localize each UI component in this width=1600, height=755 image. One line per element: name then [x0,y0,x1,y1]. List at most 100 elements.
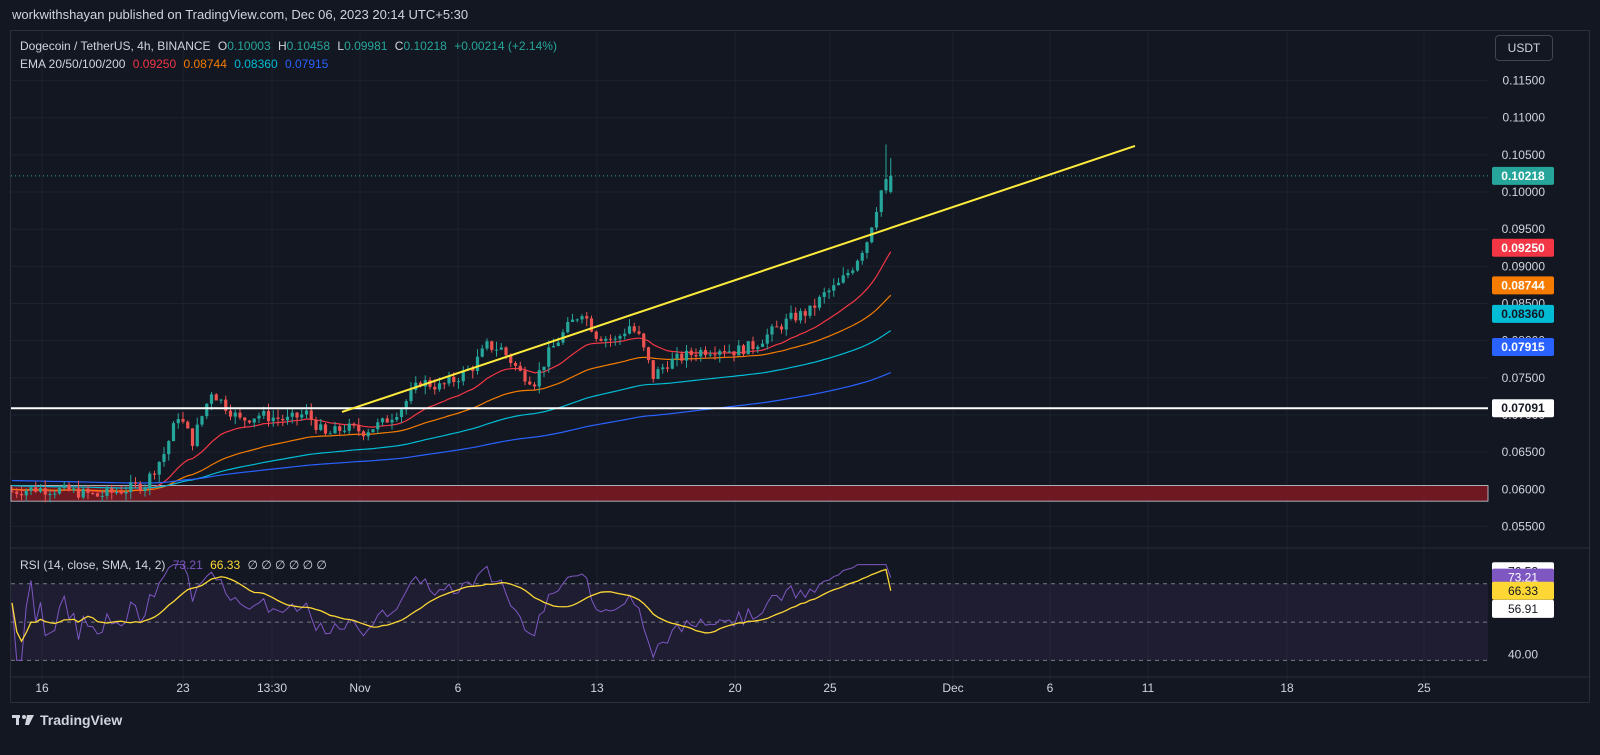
candle-body [157,461,161,475]
candle-body [319,424,323,430]
candle-body [784,318,788,330]
price-badge-label: 0.10218 [1501,169,1545,183]
candle-body [471,368,475,371]
candle-body [385,418,389,423]
candle-body [338,426,342,431]
candle-body [152,473,157,475]
rsi-legend: RSI (14, close, SMA, 14, 2) 73.21 66.33 … [20,558,331,572]
candle-body [314,419,318,430]
candle-body [889,175,893,192]
currency-button[interactable]: USDT [1495,35,1553,61]
candle-body [822,292,826,297]
candle-body [281,418,285,421]
candle-body [789,312,793,319]
candle-body [409,389,413,402]
candle-body [661,367,665,370]
candle-body [566,321,570,333]
price-badge-label: 0.07091 [1501,401,1545,415]
candle-body [518,365,522,371]
time-tick-label: 6 [1047,681,1054,695]
candle-body [779,326,784,330]
price-tick-label: 0.05500 [1502,519,1546,533]
candle-body [105,488,109,496]
price-tick-label: 0.11500 [1503,74,1546,88]
candle-body [86,488,90,493]
candle-body [376,422,380,430]
candle-body [765,334,769,344]
price-badge-label: 0.07915 [1501,340,1545,354]
candle-body [832,285,836,291]
price-badge [1492,238,1554,257]
candle-body [433,386,437,390]
price-badge-label: 0.09250 [1501,241,1545,255]
candle-body [737,345,741,356]
candle-body [775,326,779,328]
candle-body [238,412,242,418]
candle-body [504,347,508,356]
price-tick-label: 0.06500 [1502,445,1546,459]
candle-body [879,190,883,212]
candle-body [233,412,237,417]
rsi-sma-value: 66.33 [210,558,241,572]
candle-body [456,381,461,383]
candle-body [703,349,708,356]
candle-body [48,493,52,495]
candle-body [72,488,76,491]
candle-body [162,454,166,462]
price-tick-label: 0.09000 [1502,259,1546,273]
candle-body [347,423,351,431]
candle-body [722,351,727,353]
candle-body [608,338,613,340]
candle-body [395,417,399,420]
candle-body [357,425,361,432]
candle-body [67,484,71,491]
candle-body [342,430,347,432]
candle-body [285,416,290,421]
candle-body [171,423,176,442]
rsi-badge [1492,581,1554,600]
candle-body [585,316,589,319]
candle-body [366,432,370,437]
publisher-header: workwithshayan published on TradingView.… [0,0,1600,30]
candle-body [228,410,233,417]
candle-body [257,415,261,419]
candle-body [689,350,693,356]
candle-body [10,491,14,493]
candle-body [680,353,684,361]
candle-body [613,338,617,340]
candle-body [684,350,689,361]
candle-body [851,270,855,273]
candle-body [62,484,66,489]
candle-body [452,376,456,382]
time-tick-label: 13 [590,681,604,695]
candle-body [205,403,209,417]
candle-body [642,333,646,348]
candle-body [528,381,532,385]
candle-body [485,341,489,349]
candle-body [309,410,313,420]
candle-body [143,487,147,492]
high-label: H [277,39,287,53]
candle-body [803,311,807,316]
time-tick-label: 25 [1417,681,1431,695]
candle-body [599,338,603,341]
high-value: 0.10458 [286,39,331,53]
price-tick-label: 0.06000 [1502,482,1546,496]
rsi-tick-label: 40.00 [1508,648,1538,662]
ema50-value: 0.08744 [183,57,227,71]
low-value: 0.09981 [344,39,388,53]
candle-body [532,384,537,387]
candle-body [461,370,465,382]
tradingview-logo[interactable]: TradingView [12,712,122,728]
time-tick-label: 25 [823,681,837,695]
rsi-label: RSI (14, close, SMA, 14, 2) [20,558,166,572]
candle-body [675,353,679,359]
close-value: 0.10218 [403,39,447,53]
candle-body [509,355,513,363]
candle-body [418,382,423,387]
candle-body [328,433,332,435]
change-value: +0.00214 (+2.14%) [454,39,557,53]
candle-body [475,356,480,371]
candle-body [186,421,190,429]
